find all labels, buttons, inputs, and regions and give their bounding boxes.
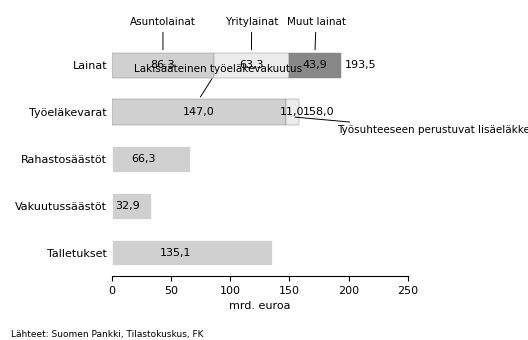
Text: 63,3: 63,3: [239, 61, 264, 70]
Text: 43,9: 43,9: [303, 61, 327, 70]
Bar: [214, 52, 289, 78]
Bar: [289, 52, 341, 78]
Text: 86,3: 86,3: [150, 61, 175, 70]
Text: Työsuhteeseen perustuvat lisäeläkkeet: Työsuhteeseen perustuvat lisäeläkkeet: [295, 117, 528, 135]
X-axis label: mrd. euroa: mrd. euroa: [229, 301, 290, 311]
Text: 135,1: 135,1: [160, 248, 192, 258]
Text: Asuntolainat: Asuntolainat: [130, 17, 196, 50]
Text: 11,0: 11,0: [280, 107, 305, 117]
Bar: [286, 99, 299, 125]
Text: 158,0: 158,0: [303, 107, 334, 117]
Text: Lähteet: Suomen Pankki, Tilastokuskus, FK: Lähteet: Suomen Pankki, Tilastokuskus, F…: [11, 329, 203, 339]
Text: 193,5: 193,5: [344, 61, 376, 70]
Text: Muut lainat: Muut lainat: [287, 17, 345, 50]
Text: 66,3: 66,3: [131, 154, 156, 164]
Bar: [112, 99, 286, 125]
Text: 147,0: 147,0: [183, 107, 215, 117]
Bar: [112, 193, 151, 219]
Text: 32,9: 32,9: [115, 201, 140, 211]
Bar: [112, 240, 272, 266]
Text: Lakisääteinen työeläkevakuutus: Lakisääteinen työeläkevakuutus: [134, 64, 303, 97]
Bar: [112, 52, 214, 78]
Text: Yritylainat: Yritylainat: [225, 17, 278, 50]
Bar: [112, 146, 191, 172]
